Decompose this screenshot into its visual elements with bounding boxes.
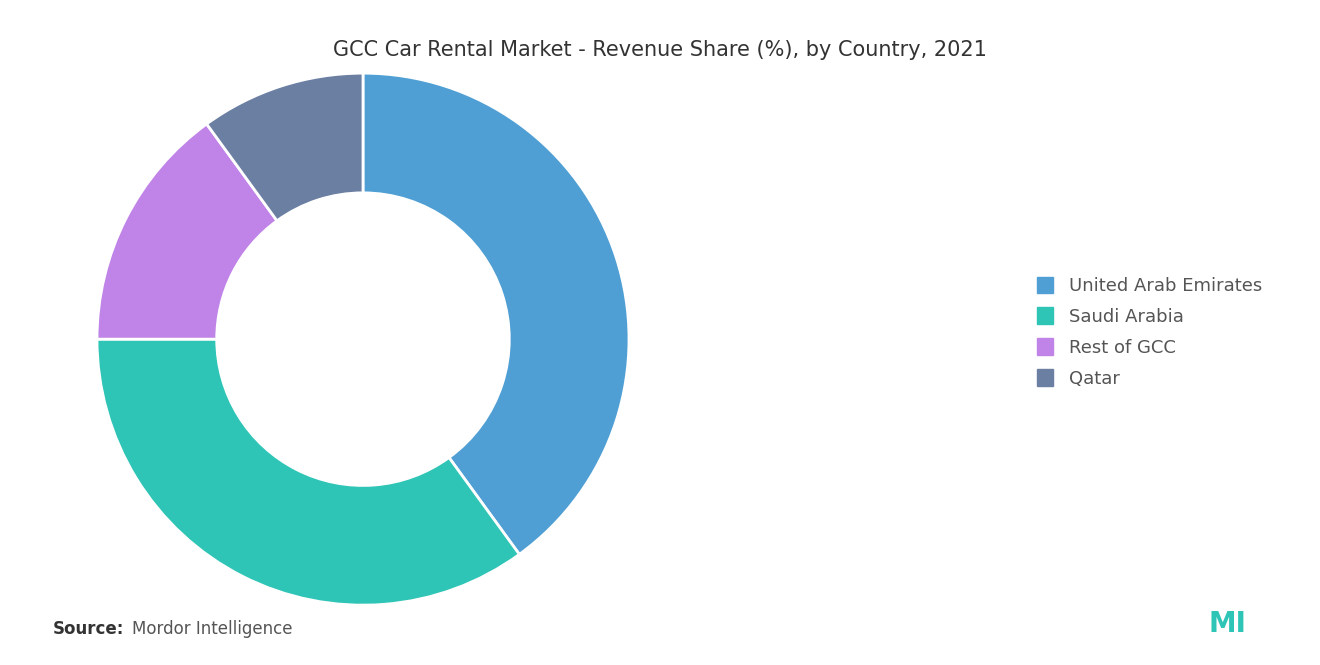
Wedge shape [96,339,519,605]
Wedge shape [207,73,363,221]
Text: GCC Car Rental Market - Revenue Share (%), by Country, 2021: GCC Car Rental Market - Revenue Share (%… [333,40,987,60]
Text: MI: MI [1209,610,1246,638]
Wedge shape [363,73,630,555]
Wedge shape [96,124,277,339]
Text: Mordor Intelligence: Mordor Intelligence [132,620,293,638]
Legend: United Arab Emirates, Saudi Arabia, Rest of GCC, Qatar: United Arab Emirates, Saudi Arabia, Rest… [1027,268,1271,397]
Text: Source:: Source: [53,620,124,638]
